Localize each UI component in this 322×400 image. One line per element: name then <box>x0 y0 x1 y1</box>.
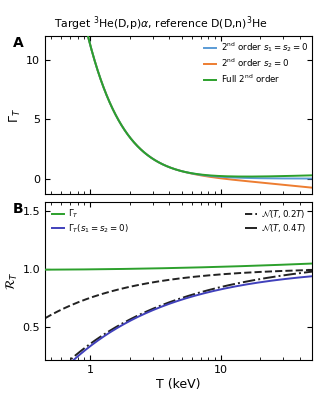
Text: A: A <box>13 36 24 50</box>
Text: B: B <box>13 202 24 216</box>
X-axis label: T (keV): T (keV) <box>156 378 201 391</box>
Y-axis label: $\Gamma_T$: $\Gamma_T$ <box>8 108 24 122</box>
Text: Target $^3$He(D,p)$\alpha$, reference D(D,n)$^3$He: Target $^3$He(D,p)$\alpha$, reference D(… <box>54 14 268 33</box>
Legend: $\mathcal{N}(T,0.2T)$, $\mathcal{N}(T,0.4T)$: $\mathcal{N}(T,0.2T)$, $\mathcal{N}(T,0.… <box>245 208 305 234</box>
Y-axis label: $\mathcal{R}_T$: $\mathcal{R}_T$ <box>5 272 20 290</box>
Legend: $2^{\rm nd}$ order $s_1=s_2=0$, $2^{\rm nd}$ order $s_2=0$, Full $2^{\rm nd}$ or: $2^{\rm nd}$ order $s_1=s_2=0$, $2^{\rm … <box>204 40 308 85</box>
